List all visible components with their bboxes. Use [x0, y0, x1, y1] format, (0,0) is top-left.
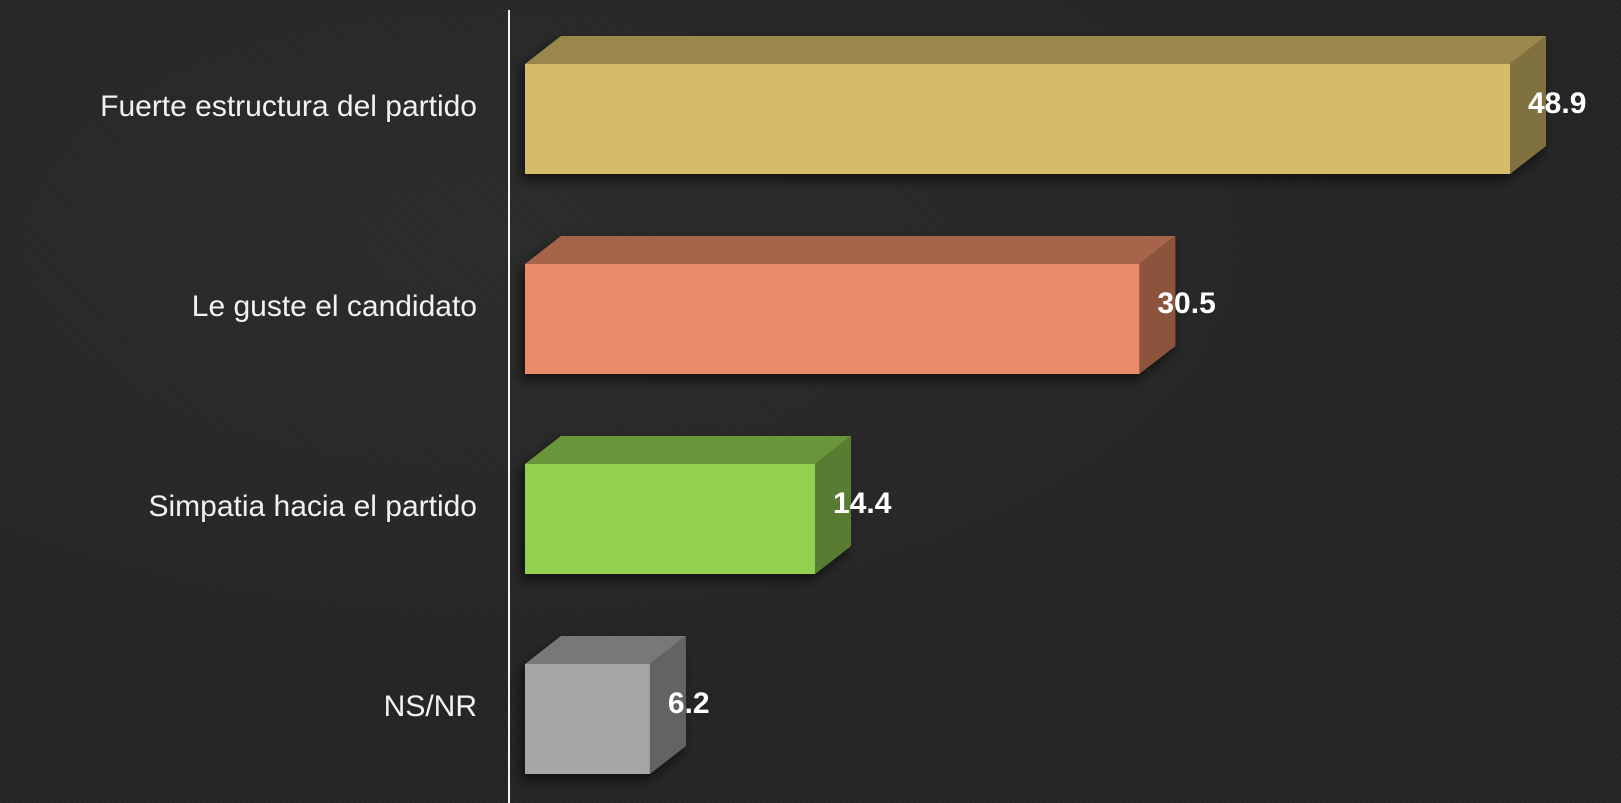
bar-front-face [525, 64, 1510, 174]
bar-top-face [525, 36, 1546, 64]
bar-top-face [525, 236, 1176, 264]
bar-3 [525, 436, 852, 574]
bar-2 [525, 236, 1176, 374]
bar-side-face [649, 636, 686, 774]
bar-side-face [1510, 36, 1546, 174]
category-label: Simpatia hacia el partido [148, 490, 477, 523]
category-label: Fuerte estructura del partido [100, 90, 477, 123]
bar-side-face [1139, 236, 1176, 374]
bar-top-face [525, 636, 686, 664]
labels-group: Fuerte estructura del partido 48.9 Le gust… [100, 87, 1586, 723]
bar-top-face [525, 436, 852, 464]
bars-group [525, 36, 1546, 774]
category-label: NS/NR [384, 690, 477, 723]
value-label: 30.5 [1157, 287, 1215, 320]
bar-1 [525, 36, 1546, 174]
bar-side-face [815, 436, 852, 574]
value-label: 48.9 [1528, 87, 1586, 120]
bar-front-face [525, 264, 1140, 374]
value-label: 6.2 [668, 687, 710, 720]
bar-front-face [525, 464, 816, 574]
value-label: 14.4 [833, 487, 892, 520]
category-label: Le guste el candidato [192, 290, 477, 323]
bar-front-face [525, 664, 650, 774]
bar-4 [525, 636, 686, 774]
